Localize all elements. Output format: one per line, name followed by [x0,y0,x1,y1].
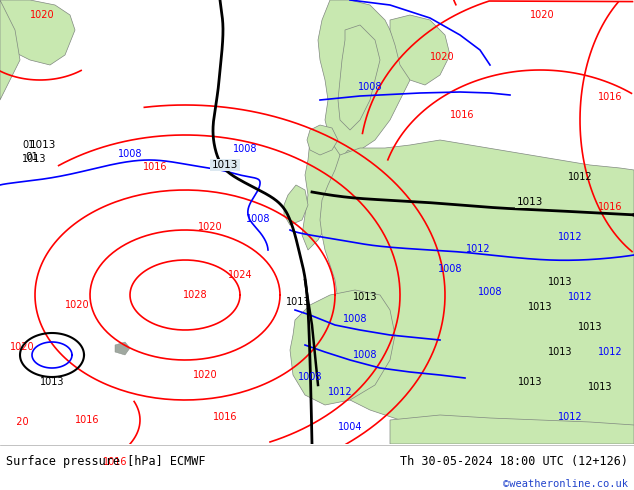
Polygon shape [290,290,395,405]
Text: 1008: 1008 [353,350,377,360]
Text: 1016: 1016 [450,110,474,120]
Text: 01: 01 [25,152,38,162]
Text: 1020: 1020 [193,370,217,380]
Text: 1028: 1028 [183,290,207,300]
Text: 1008: 1008 [358,82,382,92]
Text: Surface pressure [hPa] ECMWF: Surface pressure [hPa] ECMWF [6,455,206,468]
Text: 1013: 1013 [30,140,56,150]
Text: 1008: 1008 [298,372,322,382]
Text: 1020: 1020 [65,300,89,310]
Text: 1020: 1020 [10,342,35,352]
Text: 1013: 1013 [578,322,602,332]
Text: 1008: 1008 [478,287,502,297]
Text: 1012: 1012 [466,244,490,254]
Text: 1013: 1013 [588,382,612,392]
Text: 1012: 1012 [328,387,353,397]
Polygon shape [0,0,75,65]
Text: 1008: 1008 [343,314,367,324]
Text: 1004: 1004 [338,422,362,432]
Polygon shape [390,15,450,85]
Polygon shape [340,150,358,180]
Text: 1008: 1008 [233,144,257,154]
Text: 1012: 1012 [567,292,592,302]
Text: 1024: 1024 [228,270,252,280]
Text: 1013: 1013 [518,377,542,387]
Text: 1016: 1016 [213,412,237,422]
Text: 1008: 1008 [118,149,142,159]
Text: 1008: 1008 [246,214,270,224]
Polygon shape [307,125,338,155]
Text: 1013: 1013 [527,302,552,312]
Text: 1016: 1016 [598,202,623,212]
Text: 1020: 1020 [198,222,223,232]
Text: 1013: 1013 [548,277,573,287]
Text: 1012: 1012 [558,232,582,242]
Polygon shape [0,0,20,100]
Text: 1013: 1013 [22,154,46,164]
Polygon shape [284,185,308,225]
Text: 1020: 1020 [530,10,555,20]
Text: 1016: 1016 [103,457,127,467]
Text: 1016: 1016 [143,162,167,172]
Text: 1013: 1013 [286,297,310,307]
Text: ©weatheronline.co.uk: ©weatheronline.co.uk [503,480,628,490]
Polygon shape [390,415,634,444]
Text: 1016: 1016 [75,415,100,425]
Text: 1013: 1013 [353,292,377,302]
Text: 1013: 1013 [212,160,238,170]
Text: 1020: 1020 [30,10,55,20]
Text: 1013: 1013 [517,197,543,207]
Text: 01: 01 [22,140,34,150]
Polygon shape [338,25,380,130]
Text: 1013: 1013 [40,377,64,387]
Text: 1012: 1012 [558,412,582,422]
Polygon shape [320,140,634,444]
Text: 1012: 1012 [598,347,623,357]
Text: Th 30-05-2024 18:00 UTC (12+126): Th 30-05-2024 18:00 UTC (12+126) [399,455,628,468]
Text: 20: 20 [10,417,29,427]
Text: 1016: 1016 [598,92,623,102]
Text: 1020: 1020 [430,52,455,62]
Text: 1012: 1012 [567,172,592,182]
Text: 1008: 1008 [437,264,462,274]
Text: 1013: 1013 [548,347,573,357]
Polygon shape [302,135,345,250]
Polygon shape [115,342,130,355]
Polygon shape [318,0,410,160]
